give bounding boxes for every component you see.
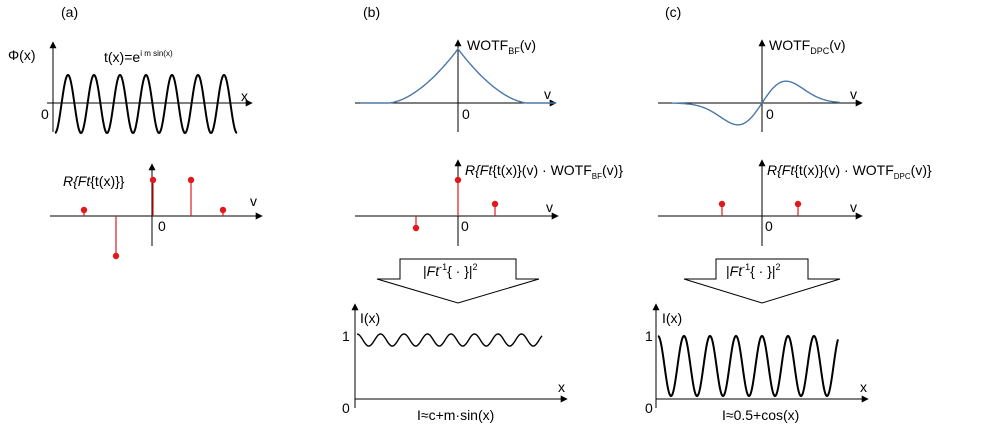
product-bf-title: R{Ft{t(x)}(v) · WOTFBF(v)} bbox=[465, 162, 623, 181]
inverse-ft-label-bf: |Ft-1{ · }|2 bbox=[423, 262, 478, 279]
inverse-ft-label-dpc: |Ft-1{ · }|2 bbox=[726, 262, 781, 279]
product-dpc-zero: 0 bbox=[765, 218, 773, 234]
product-bf-stem-head-2 bbox=[491, 200, 499, 208]
spectrum-v-label: v bbox=[250, 193, 257, 209]
intensity-dpc-curve bbox=[657, 334, 839, 398]
phi-x-label: x bbox=[241, 88, 248, 104]
product-dpc-stem-head-1 bbox=[794, 200, 802, 208]
wotf-bf-label: WOTFBF(v) bbox=[467, 37, 536, 56]
product-dpc-stem-head-0 bbox=[718, 200, 726, 208]
panel-a: (a) Φ(x) t(x)=ei m sin(x) x 0 R{Ft{t(x)}… bbox=[8, 4, 263, 260]
spectrum-stem-head-0 bbox=[80, 206, 88, 214]
spectrum-stem-head-4 bbox=[219, 206, 227, 214]
wotf-dpc-v-label: v bbox=[850, 86, 857, 102]
product-bf-stem-head-1 bbox=[454, 176, 462, 184]
intensity-bf-x-label: x bbox=[558, 379, 565, 395]
intensity-dpc-formula: I≈0.5+cos(x) bbox=[722, 407, 799, 423]
product-bf-v-label: v bbox=[546, 199, 553, 215]
panel-b-label: (b) bbox=[363, 4, 380, 20]
intensity-dpc-x-label: x bbox=[860, 379, 867, 395]
panel-a-label: (a) bbox=[61, 4, 78, 20]
spectrum-stem-head-3 bbox=[187, 176, 195, 184]
panel-b: (b) WOTFBF(v) v 0 R{Ft{t(x)}(v) · WOTFBF… bbox=[342, 4, 623, 423]
panel-c-label: (c) bbox=[665, 4, 681, 20]
product-dpc-title: R{Ft{t(x)}(v) · WOTFDPC(v)} bbox=[767, 162, 932, 181]
intensity-dpc-one: 1 bbox=[645, 328, 653, 344]
intensity-dpc-axis-label: I(x) bbox=[662, 310, 682, 326]
product-dpc-v-label: v bbox=[850, 199, 857, 215]
wotf-bf-curve bbox=[360, 47, 556, 104]
product-bf-zero: 0 bbox=[461, 218, 469, 234]
wotf-bf-v-label: v bbox=[544, 86, 551, 102]
phase-wave bbox=[54, 73, 238, 135]
wotf-dpc-label: WOTFDPC(v) bbox=[769, 37, 846, 56]
intensity-bf-curve bbox=[356, 333, 543, 347]
phi-zero-label: 0 bbox=[41, 106, 49, 122]
panel-c: (c) WOTFDPC(v) v 0 R{Ft{t(x)}(v) · WOTFD… bbox=[645, 4, 932, 423]
inverse-ft-arrow-bf bbox=[376, 258, 540, 304]
inverse-ft-arrow-dpc bbox=[683, 258, 841, 304]
spectrum-zero-label: 0 bbox=[158, 218, 166, 234]
intensity-bf-one: 1 bbox=[342, 328, 350, 344]
wotf-bf-zero: 0 bbox=[462, 106, 470, 122]
intensity-bf-formula: I≈c+m·sin(x) bbox=[417, 407, 494, 423]
spectrum-stem-head-2 bbox=[149, 176, 157, 184]
spectrum-stem-head-1 bbox=[112, 252, 120, 260]
wotf-dpc-curve bbox=[672, 80, 841, 126]
spectrum-title: R{Ft{t(x)}} bbox=[63, 173, 125, 189]
product-bf-stem-head-0 bbox=[412, 224, 420, 232]
phi-axis-label: Φ(x) bbox=[8, 47, 36, 63]
transfer-function-label: t(x)=ei m sin(x) bbox=[104, 49, 173, 65]
intensity-bf-zero: 0 bbox=[342, 400, 350, 416]
wotf-dpc-zero: 0 bbox=[766, 106, 774, 122]
intensity-bf-axis-label: I(x) bbox=[360, 310, 380, 326]
intensity-dpc-zero: 0 bbox=[645, 400, 653, 416]
